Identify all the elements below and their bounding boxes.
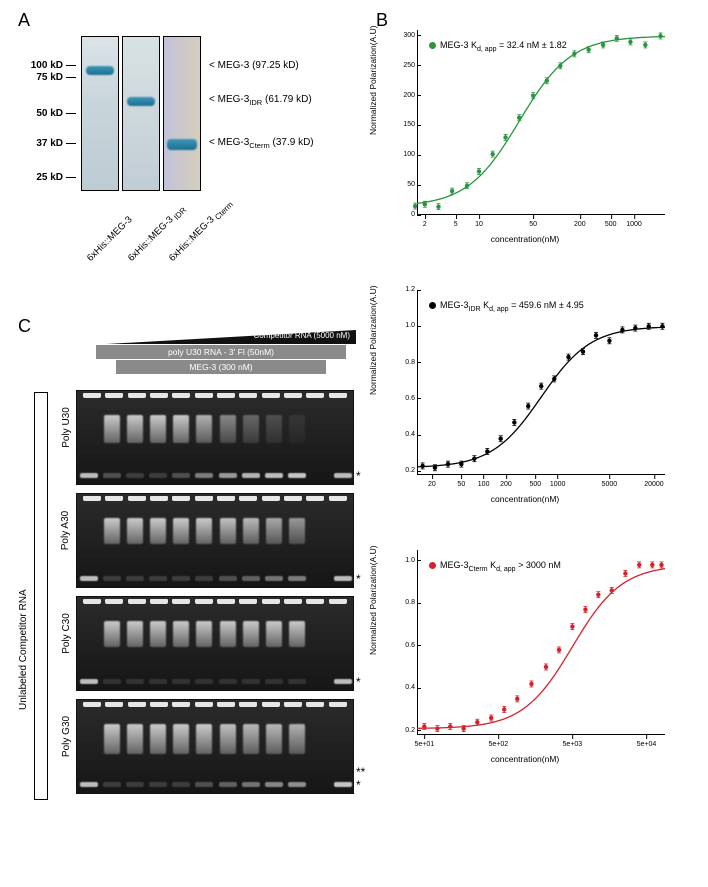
construct-label: MEG-3 (97.25 kD): [209, 60, 299, 71]
gel-side-label: Poly A30: [46, 525, 66, 536]
construct-label: < MEG-3IDR (61.79 kD): [209, 94, 312, 107]
emsa-gel: [76, 699, 354, 794]
band-meg3: [86, 66, 114, 75]
plot-svg: [375, 280, 675, 510]
binding-curve-graph: MEG-3 Kd, app = 32.4 nM ± 1.82Normalized…: [375, 20, 675, 250]
band-meg3-idr: [127, 97, 155, 106]
gel-side-label: Poly C30: [46, 628, 66, 639]
mw-marker: 75 kD: [26, 72, 76, 83]
panel-c: Unlabeled Competitor RNA Competitor RNA …: [26, 330, 366, 850]
panel-b: MEG-3 Kd, app = 32.4 nM ± 1.82Normalized…: [375, 20, 695, 800]
construct-label: < MEG-3Cterm (37.9 kD): [209, 137, 314, 150]
band-meg3-cterm: [167, 139, 197, 150]
header-bar: poly U30 RNA - 3' Fl (50nM): [96, 345, 346, 359]
emsa-gel: [76, 390, 354, 485]
mw-marker: 50 kD: [26, 108, 76, 119]
emsa-gel: [76, 596, 354, 691]
gel-side-label: Poly G30: [46, 731, 66, 742]
gel-side-label: Poly U30: [46, 422, 66, 433]
panel-a: 100 kD75 kD50 kD37 kD25 kD 6xHis::MEG-36…: [26, 26, 356, 291]
binding-curve-graph: MEG-3Cterm Kd, app > 3000 nMNormalized P…: [375, 540, 675, 770]
competitor-gradient-bar: Competitor RNA (5000 nM): [106, 330, 356, 344]
plot-svg: [375, 540, 675, 770]
mw-marker: 25 kD: [26, 172, 76, 183]
header-bar: MEG-3 (300 nM): [116, 360, 326, 374]
emsa-gel: [76, 493, 354, 588]
plot-svg: [375, 20, 675, 250]
binding-curve-graph: MEG-3IDR Kd, app = 459.6 nM ± 4.95Normal…: [375, 280, 675, 510]
mw-marker: 37 kD: [26, 138, 76, 149]
mw-marker: 100 kD: [26, 60, 76, 71]
